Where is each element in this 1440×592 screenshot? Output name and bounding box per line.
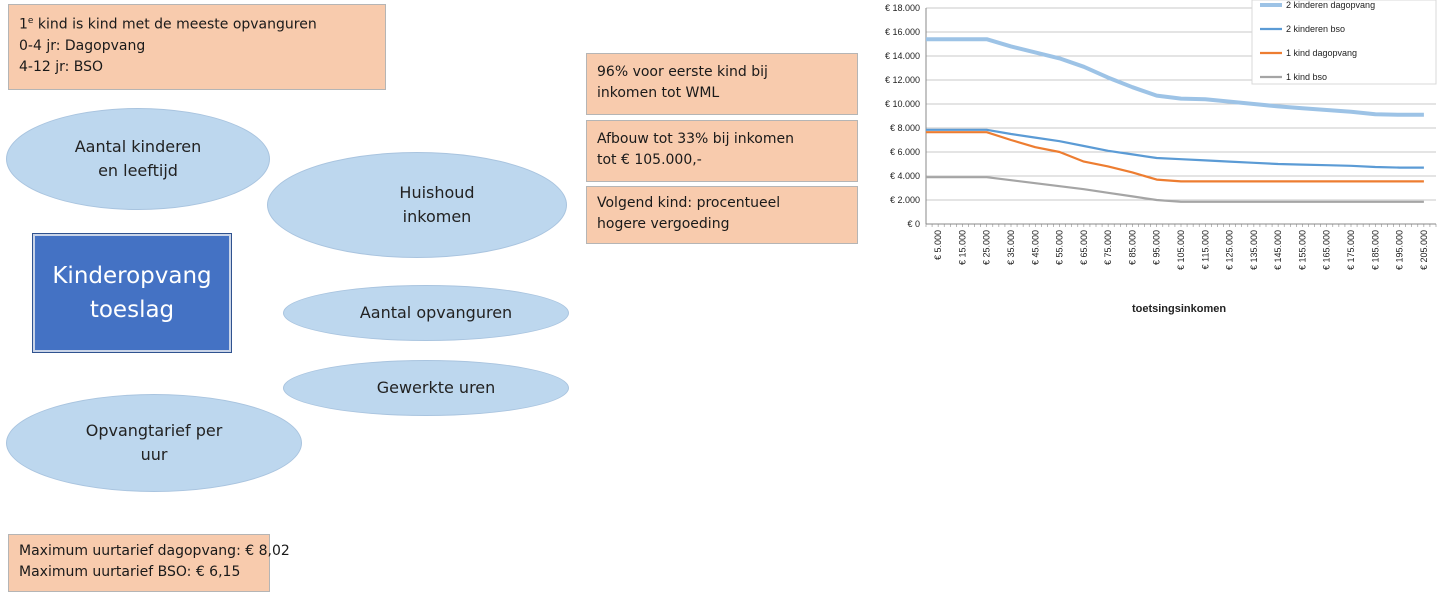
series-line xyxy=(926,37,1424,117)
x-tick-label: € 65.000 xyxy=(1079,230,1089,265)
central-topic-box: Kinderopvang toeslag xyxy=(32,233,232,353)
legend-label: 1 kind bso xyxy=(1286,72,1327,82)
x-tick-label: € 115.000 xyxy=(1200,230,1210,269)
y-tick-label: € 10.000 xyxy=(885,99,920,109)
x-tick-label: € 155.000 xyxy=(1297,230,1307,270)
max-rate-dagopvang: Maximum uurtarief dagopvang: € 8,02 xyxy=(19,543,290,559)
factor-childcare-hours: Aantal opvanguren xyxy=(283,285,569,341)
x-tick-label: € 125.000 xyxy=(1225,230,1235,270)
legend-label: 2 kinderen bso xyxy=(1286,24,1345,34)
note-phaseout-33: Afbouw tot 33% bij inkomen tot € 105.000… xyxy=(586,120,858,182)
factor-worked-hours: Gewerkte uren xyxy=(283,360,569,416)
max-rate-bso: Maximum uurtarief BSO: € 6,15 xyxy=(19,564,241,580)
info-line-first-child: 1e kind is kind met de meeste opvanguren xyxy=(19,16,317,33)
legend-box xyxy=(1251,0,1437,85)
x-tick-label: € 175.000 xyxy=(1346,230,1356,270)
factor-hourly-rate: Opvangtarief per uur xyxy=(6,394,302,492)
x-tick-label: € 75.000 xyxy=(1103,230,1113,265)
chart-legend: 2 kinderen dagopvang 2 kinderen bso 1 kind… xyxy=(1251,0,1437,85)
chart-series xyxy=(926,37,1424,203)
x-tick-label: € 35.000 xyxy=(1006,230,1016,265)
x-tick-label: € 45.000 xyxy=(1030,230,1040,265)
factor-household-income: Huishoud inkomen xyxy=(267,152,567,258)
note-first-child-96: 96% voor eerste kind bij inkomen tot WML xyxy=(586,53,858,115)
x-tick-label: € 205.000 xyxy=(1419,230,1429,270)
info-box-children: 1e kind is kind met de meeste opvanguren… xyxy=(8,4,386,90)
y-tick-label: € 12.000 xyxy=(885,75,920,85)
y-tick-label: € 0 xyxy=(907,219,920,229)
y-tick-label: € 14.000 xyxy=(885,51,920,61)
legend-label: 1 kind dagopvang xyxy=(1286,48,1357,58)
x-tick-label: € 15.000 xyxy=(957,230,967,265)
y-tick-label: € 8.000 xyxy=(890,123,920,133)
chart-x-ticks: € 5.000 € 15.000 € 25.000 € 35.000 € 45.000 €… xyxy=(925,224,1437,270)
chart-y-ticks: € 0 € 2.000 € 4.000 € 6.000 € 8.000 € 10.000 €… xyxy=(885,3,920,229)
x-tick-label: € 85.000 xyxy=(1127,230,1137,265)
info-line-bso: 4-12 jr: BSO xyxy=(19,58,104,75)
x-tick-label: € 145.000 xyxy=(1273,230,1283,270)
info-line-dagopvang: 0-4 jr: Dagopvang xyxy=(19,37,146,54)
x-tick-label: € 95.000 xyxy=(1152,230,1162,265)
y-tick-label: € 18.000 xyxy=(885,3,920,13)
x-tick-label: € 55.000 xyxy=(1055,230,1065,265)
series-line xyxy=(926,131,1424,183)
x-tick-label: € 105.000 xyxy=(1176,230,1186,270)
chart-x-axis-label: toetsingsinkomen xyxy=(1132,303,1226,315)
x-tick-label: € 5.000 xyxy=(933,230,943,260)
series-line xyxy=(926,128,1424,169)
allowance-line-chart: € 0 € 2.000 € 4.000 € 6.000 € 8.000 € 10.000 €… xyxy=(885,0,1437,315)
y-tick-label: € 2.000 xyxy=(890,195,920,205)
x-tick-label: € 165.000 xyxy=(1322,230,1332,270)
note-next-child: Volgend kind: procentueel hogere vergoed… xyxy=(586,186,858,244)
x-tick-label: € 25.000 xyxy=(982,230,992,265)
x-tick-label: € 135.000 xyxy=(1249,230,1259,270)
y-tick-label: € 16.000 xyxy=(885,27,920,37)
x-tick-label: € 185.000 xyxy=(1370,230,1380,270)
factor-children-age: Aantal kinderen en leeftijd xyxy=(6,108,270,210)
x-tick-label: € 195.000 xyxy=(1395,230,1405,270)
info-box-max-rates: Maximum uurtarief dagopvang: € 8,02 Maxi… xyxy=(8,534,290,592)
legend-label: 2 kinderen dagopvang xyxy=(1286,0,1375,10)
y-tick-label: € 4.000 xyxy=(890,171,920,181)
y-tick-label: € 6.000 xyxy=(890,147,920,157)
series-line xyxy=(926,176,1424,203)
